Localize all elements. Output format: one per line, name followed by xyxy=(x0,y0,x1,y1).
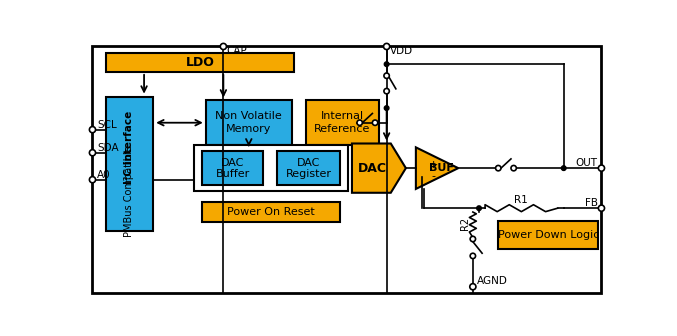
Polygon shape xyxy=(352,143,406,193)
Text: PMBus Compatible: PMBus Compatible xyxy=(125,145,135,237)
Circle shape xyxy=(477,206,481,210)
Circle shape xyxy=(89,150,95,156)
Circle shape xyxy=(384,73,389,78)
Bar xyxy=(202,151,263,185)
Circle shape xyxy=(220,43,227,50)
Text: +: + xyxy=(429,160,438,170)
Text: -: - xyxy=(432,171,436,181)
Bar xyxy=(106,96,153,231)
Circle shape xyxy=(470,253,475,259)
Bar xyxy=(498,221,598,249)
Bar xyxy=(206,100,292,145)
Text: VDD: VDD xyxy=(390,46,413,56)
Text: A0: A0 xyxy=(97,170,111,180)
Text: DAC: DAC xyxy=(358,162,387,175)
Bar xyxy=(106,53,294,72)
Circle shape xyxy=(598,165,605,171)
Text: I²C Interface: I²C Interface xyxy=(125,111,135,184)
Circle shape xyxy=(89,127,95,133)
Text: Power On Reset: Power On Reset xyxy=(227,207,315,217)
Circle shape xyxy=(598,205,605,211)
Circle shape xyxy=(89,177,95,183)
Text: DAC: DAC xyxy=(297,158,320,168)
Text: FB: FB xyxy=(585,198,598,208)
Text: Register: Register xyxy=(286,169,332,179)
Text: R1: R1 xyxy=(515,196,528,206)
Bar xyxy=(194,145,348,191)
Text: Power Down Logic: Power Down Logic xyxy=(498,230,599,240)
Circle shape xyxy=(384,88,389,94)
Circle shape xyxy=(511,165,517,171)
Text: AGND: AGND xyxy=(477,276,508,286)
Text: Reference: Reference xyxy=(314,124,370,134)
Text: LDO: LDO xyxy=(185,56,215,69)
Bar xyxy=(306,100,379,145)
Text: OUT: OUT xyxy=(575,158,598,168)
Polygon shape xyxy=(416,148,458,189)
Text: Non Volatile: Non Volatile xyxy=(215,111,282,121)
Text: Memory: Memory xyxy=(226,124,271,134)
Circle shape xyxy=(385,106,389,111)
Circle shape xyxy=(385,62,389,67)
Text: CAP: CAP xyxy=(227,46,247,56)
Circle shape xyxy=(470,236,475,242)
Text: BUF: BUF xyxy=(429,163,454,173)
Text: Internal: Internal xyxy=(321,111,364,121)
Text: SDA: SDA xyxy=(97,143,118,153)
Text: DAC: DAC xyxy=(221,158,244,168)
Circle shape xyxy=(496,165,501,171)
Circle shape xyxy=(357,120,362,125)
Circle shape xyxy=(372,120,378,125)
Circle shape xyxy=(470,284,476,290)
Bar xyxy=(202,202,341,222)
Circle shape xyxy=(561,166,566,170)
Circle shape xyxy=(384,43,390,50)
Bar xyxy=(278,151,341,185)
Text: SCL: SCL xyxy=(97,120,117,130)
Text: R2: R2 xyxy=(460,217,470,230)
Text: Buffer: Buffer xyxy=(215,169,250,179)
